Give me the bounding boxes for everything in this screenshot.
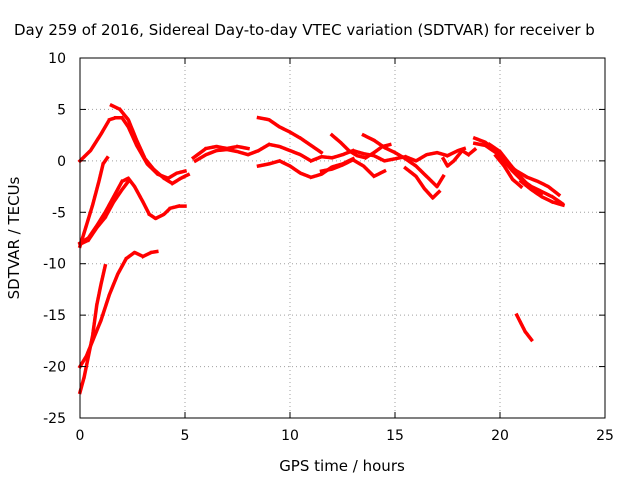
series-line-22: [514, 312, 534, 343]
series-line-3: [77, 155, 110, 249]
x-tick-label: 15: [386, 428, 404, 444]
plot-frame: [79, 57, 606, 419]
x-tick-label: 10: [281, 428, 299, 444]
series-line-9: [190, 144, 251, 161]
series-line-8: [193, 142, 467, 164]
series-line-14: [361, 132, 446, 189]
x-axis-label: GPS time / hours: [279, 457, 405, 475]
series-line-5: [77, 178, 131, 247]
series-line-4: [77, 176, 187, 246]
y-tick-label: -15: [43, 308, 66, 324]
y-tick-label: 5: [57, 102, 66, 118]
y-tick-label: 0: [57, 154, 66, 170]
y-tick-label: -25: [43, 411, 66, 427]
x-tick-label: 20: [491, 428, 509, 444]
axis-ticks: [79, 57, 606, 419]
x-tick-labels: 0 5 10 15 20 25: [76, 428, 614, 444]
y-tick-label: -20: [43, 360, 66, 376]
y-tick-label: 10: [48, 51, 66, 67]
chart-title: Day 259 of 2016, Sidereal Day-to-day VTE…: [14, 21, 595, 39]
y-axis-label: SDTVAR / TECUs: [5, 176, 23, 299]
y-tick-labels: 10 5 0 -5 -10 -15 -20 -25: [43, 51, 66, 427]
series-line-6: [77, 263, 108, 395]
series-line-20: [493, 153, 524, 190]
x-tick-label: 5: [181, 428, 190, 444]
x-tick-label: 0: [76, 428, 85, 444]
series-line-18: [472, 141, 562, 198]
series-line-2: [109, 102, 192, 186]
series-line-12: [329, 132, 393, 160]
series-line-1: [77, 115, 188, 181]
series-line-15: [403, 165, 442, 200]
series-line-13: [319, 158, 387, 179]
series-line-7: [77, 249, 160, 370]
series-line-16: [440, 147, 478, 168]
y-tick-label: -5: [52, 205, 66, 221]
y-tick-label: -10: [43, 257, 66, 273]
data-series-group: [77, 102, 566, 395]
series-line-10: [256, 115, 324, 156]
series-line-21: [518, 178, 566, 208]
x-tick-label: 25: [596, 428, 614, 444]
grid-lines: [80, 58, 605, 418]
